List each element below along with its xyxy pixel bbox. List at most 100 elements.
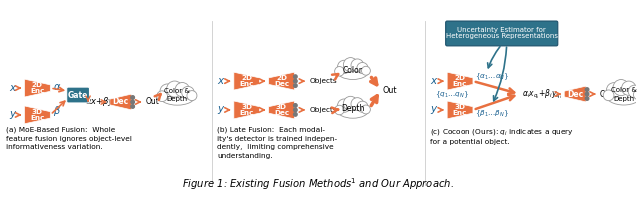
Polygon shape (447, 72, 473, 90)
Circle shape (344, 58, 358, 72)
Polygon shape (234, 101, 260, 119)
Text: 3D: 3D (454, 104, 465, 110)
Ellipse shape (337, 63, 369, 79)
Text: Dec: Dec (274, 81, 289, 87)
Circle shape (585, 97, 589, 100)
Text: 3D: 3D (32, 109, 43, 115)
Text: Objects: Objects (309, 107, 337, 113)
Text: Enc: Enc (453, 81, 467, 87)
Text: Color &: Color & (164, 88, 190, 94)
Polygon shape (269, 72, 294, 90)
Circle shape (621, 81, 636, 95)
Ellipse shape (337, 102, 369, 118)
Circle shape (294, 113, 297, 116)
Circle shape (634, 90, 640, 100)
Polygon shape (110, 94, 132, 110)
Circle shape (351, 59, 364, 72)
Text: (a) MoE-Based Fusion:  Whole
feature fusion ignores object-level
informativeness: (a) MoE-Based Fusion: Whole feature fusi… (6, 127, 132, 150)
Text: $y$: $y$ (217, 104, 225, 116)
Text: $x$: $x$ (217, 76, 225, 86)
Text: Dec: Dec (113, 97, 129, 107)
Circle shape (294, 104, 297, 107)
Text: $\{\alpha_1 \ldots \alpha_N\}$: $\{\alpha_1 \ldots \alpha_N\}$ (475, 72, 509, 82)
Text: Dec: Dec (274, 110, 289, 116)
Circle shape (613, 80, 629, 96)
Text: $\alpha$: $\alpha$ (53, 82, 61, 92)
Text: Heterogeneous Representations: Heterogeneous Representations (445, 33, 557, 39)
Circle shape (337, 60, 351, 74)
Circle shape (585, 92, 589, 96)
Text: Out: Out (600, 89, 614, 99)
Circle shape (294, 108, 297, 112)
Circle shape (294, 75, 297, 78)
Circle shape (335, 105, 344, 115)
Text: Enc: Enc (453, 110, 467, 116)
Text: 3D: 3D (241, 104, 252, 110)
Text: $\alpha x{+}\beta y$: $\alpha x{+}\beta y$ (85, 95, 115, 109)
Text: Dec: Dec (567, 89, 583, 99)
Circle shape (607, 83, 621, 98)
Text: (c) Cocoon (Ours): $q_i$ indicates a query
for a potential object.: (c) Cocoon (Ours): $q_i$ indicates a que… (430, 127, 574, 145)
Text: $x$: $x$ (430, 76, 439, 86)
Ellipse shape (159, 87, 195, 105)
Text: 3D: 3D (276, 104, 287, 110)
Text: Color &: Color & (611, 87, 637, 93)
Circle shape (157, 91, 168, 102)
Text: 2D: 2D (32, 82, 43, 88)
Text: 2D: 2D (454, 75, 465, 81)
Circle shape (175, 83, 189, 97)
Circle shape (160, 84, 175, 99)
Text: 2D: 2D (276, 75, 287, 81)
Text: Enc: Enc (239, 81, 254, 87)
Circle shape (585, 88, 589, 91)
Text: Color: Color (343, 66, 363, 75)
Circle shape (337, 99, 351, 112)
Polygon shape (269, 101, 294, 119)
Circle shape (344, 96, 358, 111)
Text: Out: Out (383, 86, 397, 95)
Circle shape (166, 81, 182, 97)
Circle shape (131, 100, 134, 104)
Circle shape (294, 84, 297, 87)
Text: Depth: Depth (167, 96, 188, 103)
Text: Objects: Objects (309, 78, 337, 84)
Ellipse shape (606, 86, 640, 105)
Text: Enc: Enc (30, 115, 45, 121)
Text: Enc: Enc (239, 110, 254, 116)
Text: 2D: 2D (241, 75, 252, 81)
Circle shape (131, 96, 134, 99)
Circle shape (362, 105, 371, 114)
Polygon shape (24, 79, 51, 97)
Text: $\{\beta_1 \ldots \beta_N\}$: $\{\beta_1 \ldots \beta_N\}$ (475, 109, 509, 119)
Polygon shape (234, 72, 260, 90)
Text: Figure 1: Existing Fusion Methods$^1$ and Our Approach.: Figure 1: Existing Fusion Methods$^1$ an… (182, 177, 454, 192)
Text: Gate: Gate (68, 90, 88, 100)
Polygon shape (564, 86, 586, 102)
Text: Enc: Enc (30, 88, 45, 94)
Polygon shape (447, 101, 473, 119)
Circle shape (351, 98, 364, 110)
Circle shape (628, 85, 640, 98)
FancyBboxPatch shape (67, 87, 90, 103)
Circle shape (131, 105, 134, 108)
Circle shape (357, 62, 368, 74)
Circle shape (187, 91, 197, 101)
Text: $\beta$: $\beta$ (53, 104, 61, 118)
Circle shape (604, 90, 614, 101)
Text: Depth: Depth (613, 95, 634, 102)
Text: Uncertainty Estimator for: Uncertainty Estimator for (458, 28, 546, 33)
Circle shape (182, 86, 195, 99)
Text: $\alpha_i x_{q_i}{+}\beta_i y_{q_i}$: $\alpha_i x_{q_i}{+}\beta_i y_{q_i}$ (522, 88, 562, 101)
Text: Depth: Depth (341, 104, 365, 113)
Text: $y$: $y$ (8, 109, 17, 121)
Circle shape (357, 101, 368, 112)
Text: Out: Out (145, 97, 159, 107)
FancyBboxPatch shape (445, 21, 558, 46)
Text: (b) Late Fusion:  Each modal-
ity's detector is trained indepen-
dently,  limiti: (b) Late Fusion: Each modal- ity's detec… (217, 127, 337, 159)
Text: $x$: $x$ (8, 83, 17, 93)
Text: $\{q_1 \ldots q_N\}$: $\{q_1 \ldots q_N\}$ (435, 90, 470, 100)
Circle shape (362, 66, 371, 75)
Circle shape (294, 79, 297, 83)
Polygon shape (24, 106, 51, 124)
Text: $y$: $y$ (430, 104, 439, 116)
